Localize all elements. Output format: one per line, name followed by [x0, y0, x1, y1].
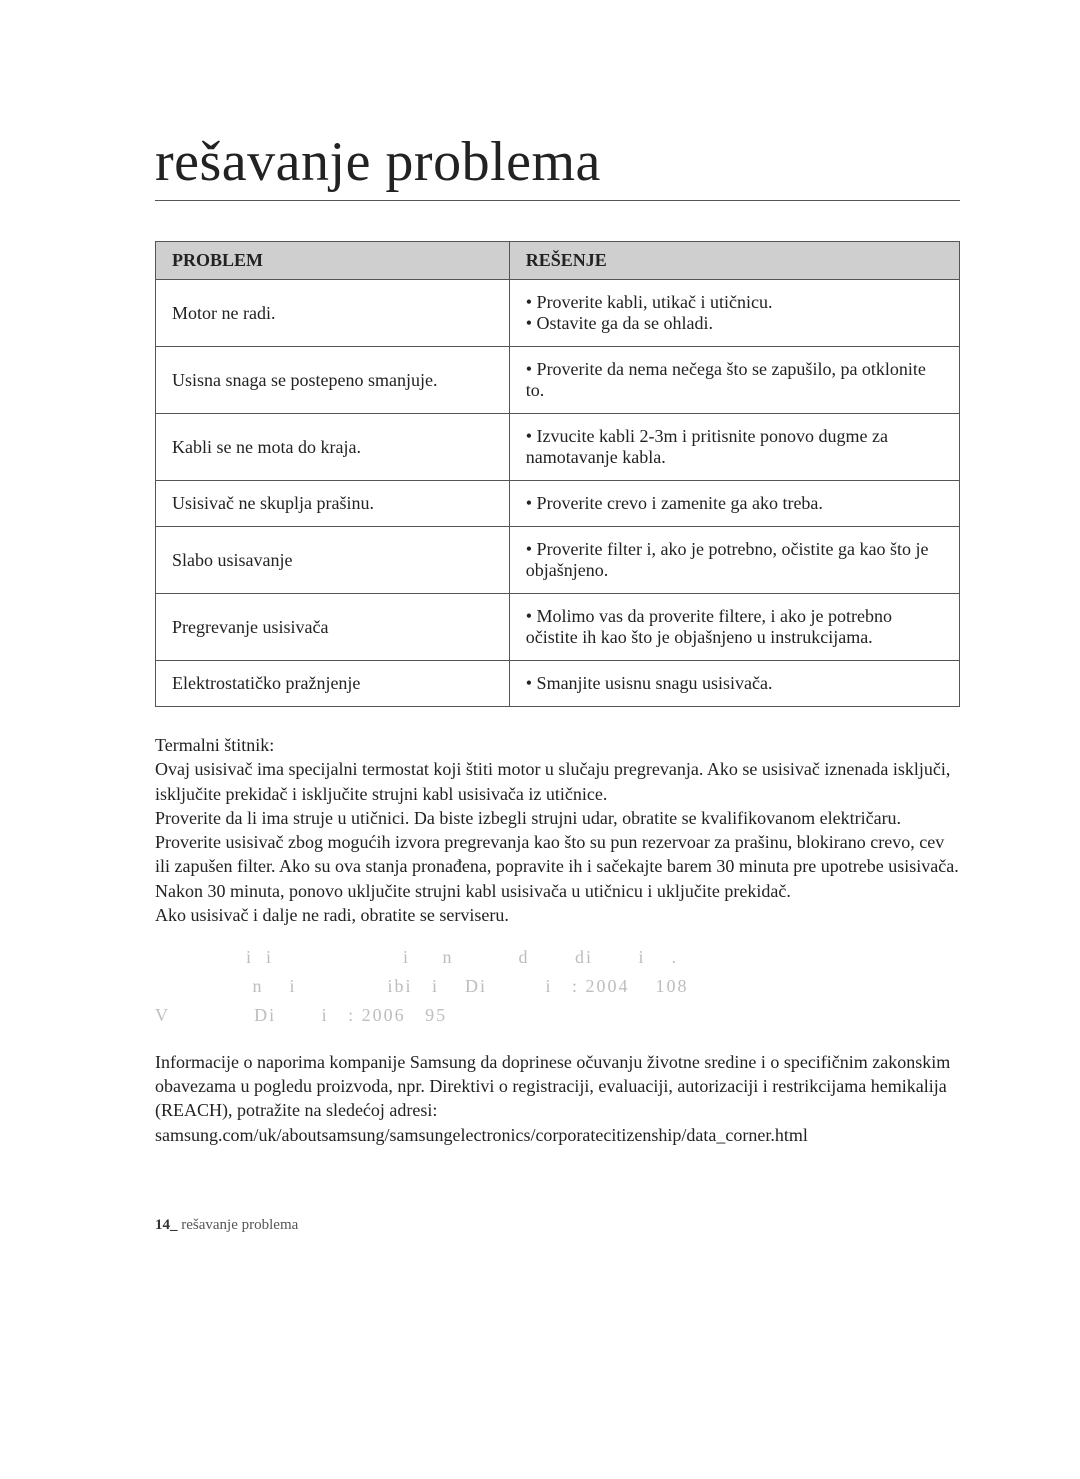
table-header-row: PROBLEM REŠENJE [156, 242, 960, 280]
troubleshooting-table: PROBLEM REŠENJE Motor ne radi. • Proveri… [155, 241, 960, 707]
table-row: Pregrevanje usisivača • Molimo vas da pr… [156, 594, 960, 661]
table-row: Elektrostatičko pražnjenje • Smanjite us… [156, 661, 960, 707]
reach-paragraph: Informacije o naporima kompanije Samsung… [155, 1050, 960, 1147]
thermal-body: Ovaj usisivač ima specijalni termostat k… [155, 759, 959, 925]
table-row: Usisivač ne skuplja prašinu. • Proverite… [156, 481, 960, 527]
page-footer: 14_ rešavanje problema [155, 1217, 960, 1234]
cell-problem: Slabo usisavanje [156, 527, 510, 594]
thermal-title: Termalni štitnik: [155, 735, 274, 755]
page-title: rešavanje problema [155, 130, 960, 201]
table-row: Slabo usisavanje • Proverite filter i, a… [156, 527, 960, 594]
cell-solution: • Smanjite usisnu snagu usisivača. [509, 661, 959, 707]
header-solution: REŠENJE [509, 242, 959, 280]
document-page: rešavanje problema PROBLEM REŠENJE Motor… [0, 0, 1080, 1294]
table-row: Motor ne radi. • Proverite kabli, utikač… [156, 280, 960, 347]
cell-problem: Kabli se ne mota do kraja. [156, 414, 510, 481]
header-problem: PROBLEM [156, 242, 510, 280]
thermal-paragraph: Termalni štitnik: Ovaj usisivač ima spec… [155, 733, 960, 927]
table-row: Kabli se ne mota do kraja. • Izvucite ka… [156, 414, 960, 481]
cell-solution: • Proverite kabli, utikač i utičnicu. • … [509, 280, 959, 347]
cell-problem: Pregrevanje usisivača [156, 594, 510, 661]
footer-label: rešavanje problema [178, 1217, 299, 1233]
table-row: Usisna snaga se postepeno smanjuje. • Pr… [156, 347, 960, 414]
cell-solution: • Izvucite kabli 2-3m i pritisnite ponov… [509, 414, 959, 481]
cell-problem: Usisivač ne skuplja prašinu. [156, 481, 510, 527]
faded-compliance-text: i i i n d di i . n i ibi i Di i : 2004 1… [155, 943, 960, 1029]
cell-solution: • Proverite crevo i zamenite ga ako treb… [509, 481, 959, 527]
cell-problem: Motor ne radi. [156, 280, 510, 347]
cell-solution: • Proverite da nema nečega što se zapuši… [509, 347, 959, 414]
cell-solution: • Molimo vas da proverite filtere, i ako… [509, 594, 959, 661]
page-number: 14_ [155, 1217, 178, 1233]
cell-problem: Elektrostatičko pražnjenje [156, 661, 510, 707]
cell-solution: • Proverite filter i, ako je potrebno, o… [509, 527, 959, 594]
cell-problem: Usisna snaga se postepeno smanjuje. [156, 347, 510, 414]
